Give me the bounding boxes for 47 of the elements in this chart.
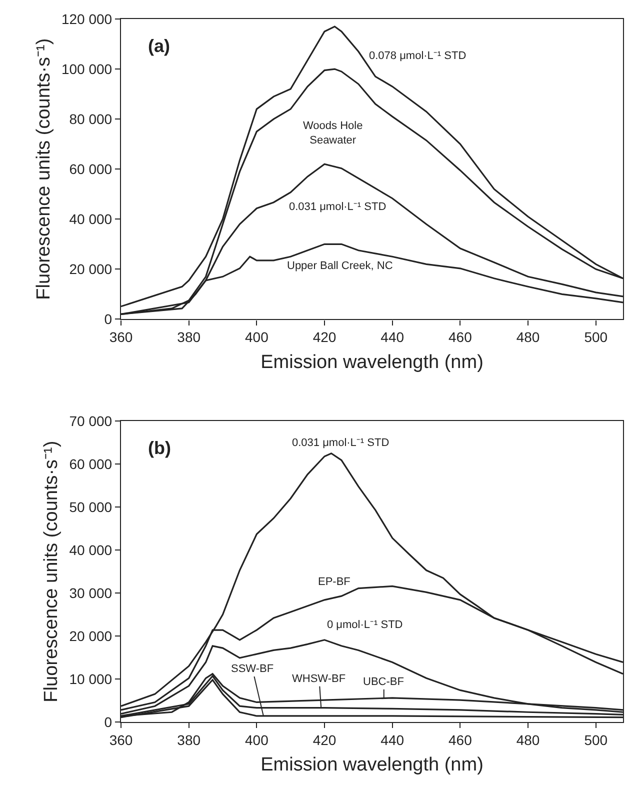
text: (a) bbox=[148, 36, 170, 56]
annotation: UBC-BF bbox=[363, 676, 404, 688]
x-tick-label: 380 bbox=[177, 329, 201, 346]
x-axis-title: Emission wavelength (nm) bbox=[260, 754, 484, 776]
annotation: 0 μmol·L⁻¹ STD bbox=[327, 619, 403, 631]
x-tick-label: 360 bbox=[109, 329, 133, 346]
text: (b) bbox=[148, 438, 171, 458]
x-tick-label: 440 bbox=[380, 329, 404, 346]
x-tick-label: 420 bbox=[312, 329, 336, 346]
y-tick-label: 20 000 bbox=[69, 261, 112, 278]
y-tick-label: 60 000 bbox=[69, 160, 112, 177]
annotation: Woods Hole Seawater bbox=[303, 120, 363, 146]
x-tick-label: 440 bbox=[380, 732, 404, 748]
y-tick-label: 60 000 bbox=[69, 456, 112, 472]
y-tick-label: 100 000 bbox=[61, 60, 112, 77]
annotation: SSW-BF bbox=[231, 663, 274, 675]
x-tick-label: 420 bbox=[312, 732, 336, 748]
x-tick-label: 400 bbox=[245, 732, 269, 748]
annotation: WHSW-BF bbox=[292, 673, 346, 685]
x-tick-label: 500 bbox=[584, 329, 608, 346]
y-tick-label: 40 000 bbox=[69, 542, 112, 558]
y-tick-label: 80 000 bbox=[69, 110, 112, 127]
annotation: 0.031 μmol·L⁻¹ STD bbox=[289, 201, 386, 213]
y-tick-label: 70 000 bbox=[69, 413, 112, 430]
x-tick-label: 480 bbox=[516, 329, 540, 346]
y-tick-label: 0 bbox=[104, 311, 112, 328]
x-tick-label: 380 bbox=[177, 732, 201, 748]
x-tick-label: 360 bbox=[109, 732, 133, 748]
annotation: 0.078 μmol·L⁻¹ STD bbox=[369, 50, 466, 62]
y-tick-label: 120 000 bbox=[61, 10, 112, 27]
y-axis-title: Fluorescence units (counts·s⁻¹) bbox=[33, 38, 54, 300]
y-tick-label: 0 bbox=[104, 714, 112, 730]
x-tick-label: 480 bbox=[516, 732, 540, 748]
x-tick-label: 460 bbox=[448, 732, 472, 748]
y-tick-label: 40 000 bbox=[69, 211, 112, 228]
y-tick-label: 10 000 bbox=[69, 670, 112, 687]
x-tick-label: 460 bbox=[448, 329, 472, 346]
annotation: Upper Ball Creek, NC bbox=[287, 260, 393, 272]
y-axis-title: Fluorescence units (counts·s⁻¹) bbox=[41, 440, 62, 702]
x-axis-title: Emission wavelength (nm) bbox=[260, 352, 484, 373]
y-tick-label: 30 000 bbox=[69, 584, 112, 601]
y-tick-label: 50 000 bbox=[69, 498, 112, 515]
y-tick-label: 20 000 bbox=[69, 628, 112, 644]
annotation: EP-BF bbox=[318, 576, 351, 588]
x-tick-label: 500 bbox=[584, 732, 608, 748]
x-tick-label: 400 bbox=[245, 329, 269, 346]
annotation: 0.031 μmol·L⁻¹ STD bbox=[292, 437, 390, 449]
